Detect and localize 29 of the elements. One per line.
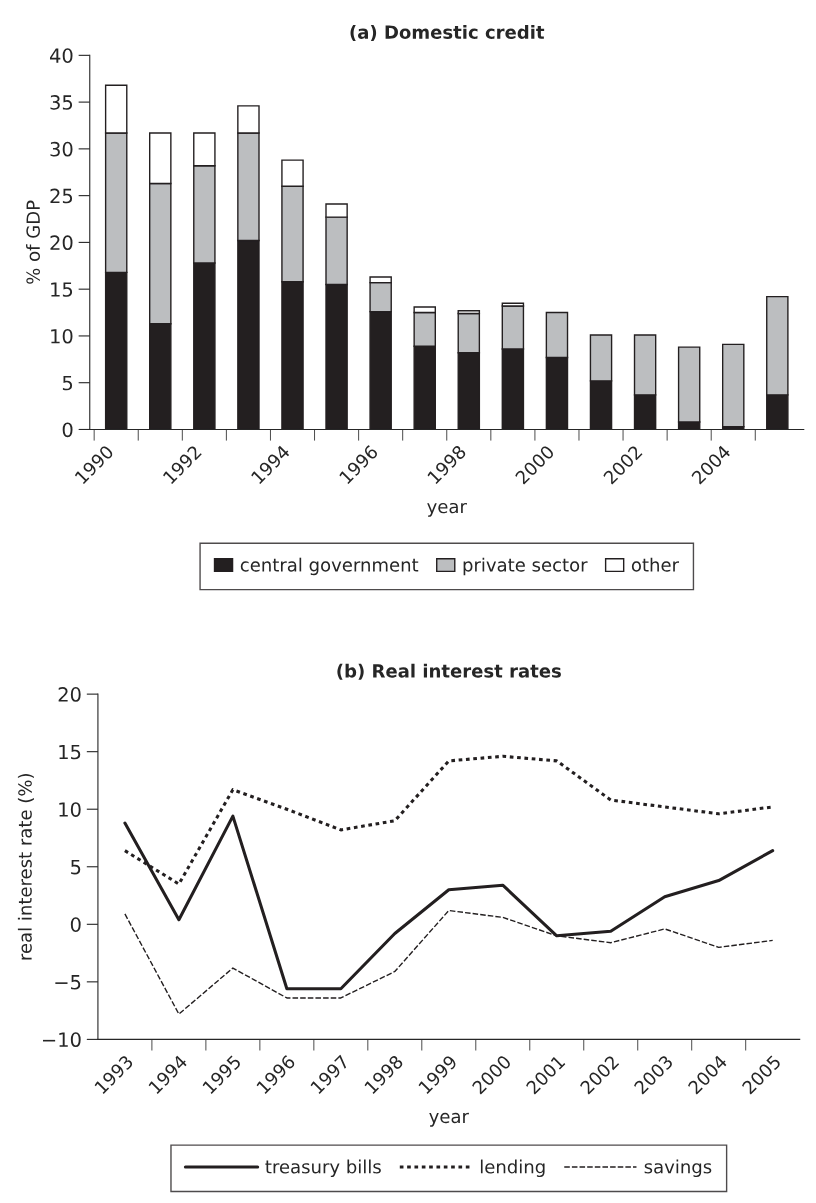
y-tick-label: 5 [62, 375, 73, 391]
x-axis-title: year [427, 502, 467, 517]
y-tick-label: 0 [70, 917, 81, 932]
y-tick-label: 5 [71, 859, 81, 875]
legend-label: treasury bills [265, 1159, 381, 1178]
legend-label: central government [240, 557, 419, 576]
legend-label: other [631, 557, 679, 572]
x-axis-title: year [429, 1112, 469, 1127]
y-tick-label: −10 [42, 1032, 81, 1048]
y-tick-label: 10 [51, 328, 73, 344]
legend-label: savings [644, 1159, 712, 1178]
y-axis-title: % of GDP [26, 200, 40, 284]
y-tick-label: 30 [50, 141, 73, 157]
chart-title: (a) Domestic credit [350, 24, 545, 42]
y-tick-label: 40 [50, 48, 73, 63]
bar [721, 343, 745, 428]
y-tick-label: 10 [59, 802, 81, 817]
y-tick-label: 20 [50, 235, 73, 251]
legend-label: private sector [463, 557, 588, 576]
y-tick-label: 20 [58, 687, 81, 702]
chart-title: (b) Real interest rates [337, 663, 561, 680]
y-tick-label: 35 [50, 95, 73, 110]
y-tick-label: 15 [59, 744, 81, 760]
y-tick-label: 15 [51, 282, 73, 297]
y-tick-label: −5 [55, 975, 81, 990]
y-tick-label: 0 [62, 422, 73, 438]
legend-label: lending [480, 1159, 545, 1178]
y-axis-title: real interest rate (%) [17, 774, 34, 960]
y-tick-label: 25 [50, 188, 73, 204]
